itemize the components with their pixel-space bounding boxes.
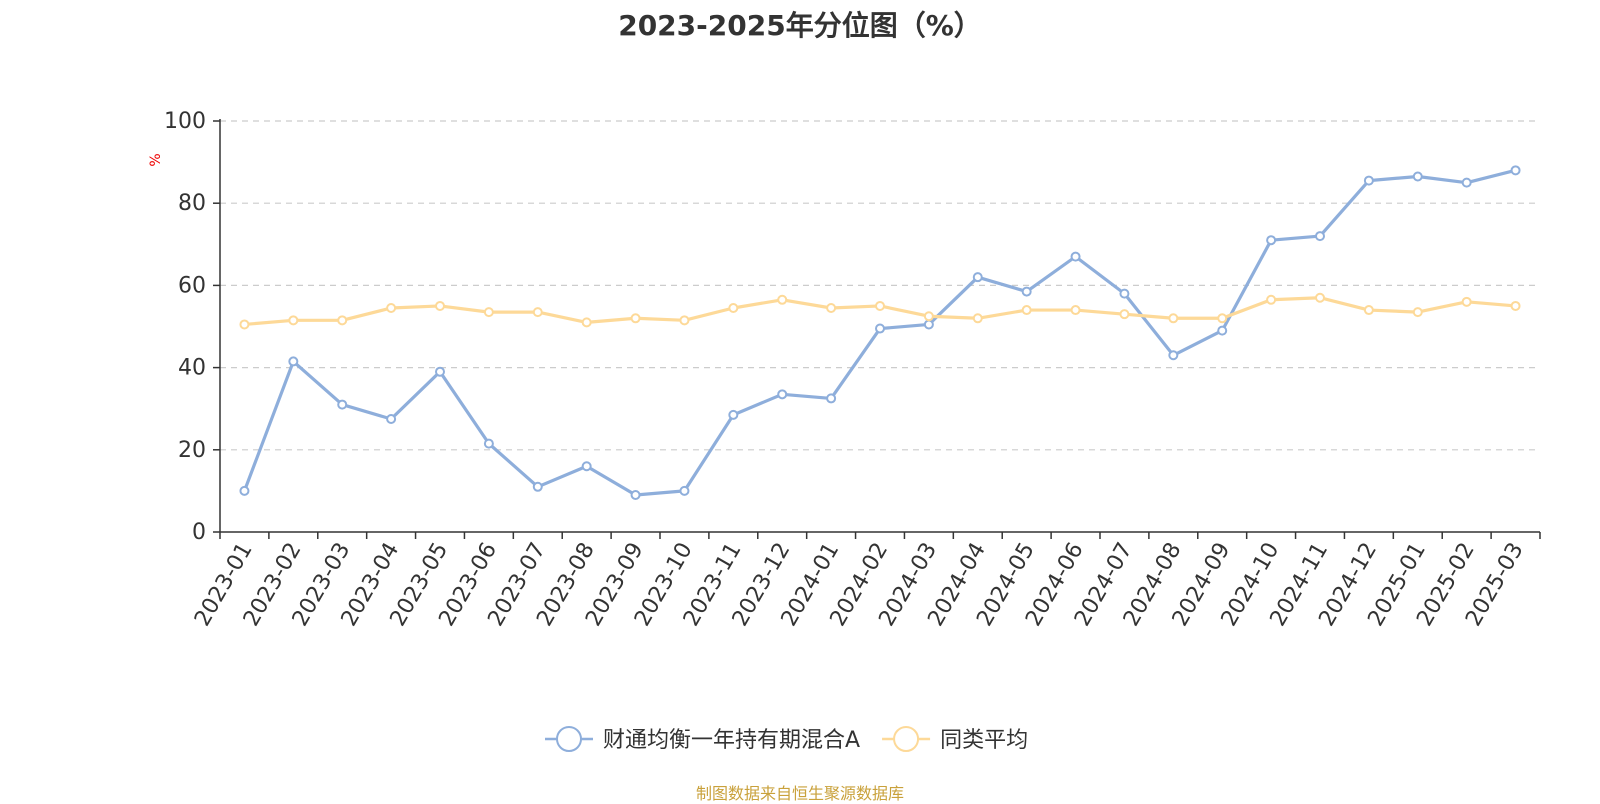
data-point: [875, 323, 885, 334]
data-point: [1168, 313, 1179, 324]
data-point: [239, 485, 250, 496]
data-point: [337, 315, 348, 326]
data-point: [386, 303, 397, 314]
source-note: 制图数据来自恒生聚源数据库: [695, 784, 904, 803]
data-point: [435, 300, 445, 311]
data-point: [288, 356, 299, 367]
y-axis-unit-label: %: [148, 153, 164, 166]
data-point: [581, 317, 592, 328]
legend-marker: [556, 726, 582, 752]
data-point: [1315, 231, 1325, 242]
data-point: [972, 313, 983, 324]
data-point: [923, 311, 934, 322]
data-point: [630, 313, 641, 324]
series-1: [239, 292, 1521, 330]
data-point: [1412, 171, 1423, 182]
data-point: [1021, 305, 1032, 316]
series-layer: [239, 165, 1521, 501]
data-point: [875, 300, 885, 311]
data-point: [777, 294, 788, 305]
data-point: [532, 307, 543, 318]
legend-label: 同类平均: [940, 728, 1028, 753]
data-point: [239, 319, 250, 330]
data-point: [1266, 294, 1277, 305]
data-point: [483, 438, 494, 449]
data-point: [1070, 305, 1081, 316]
legend-item-0: 财通均衡一年持有期混合A: [545, 726, 860, 753]
y-tick-label: 40: [178, 356, 206, 381]
data-point: [630, 490, 641, 501]
data-point: [532, 481, 543, 492]
series-0: [239, 165, 1521, 501]
data-point: [826, 303, 837, 314]
data-point: [972, 272, 983, 283]
data-point: [1119, 288, 1130, 299]
data-point: [1266, 235, 1277, 246]
data-point: [1217, 325, 1228, 336]
data-point: [1168, 350, 1179, 361]
data-point: [1021, 286, 1032, 297]
data-point: [581, 461, 592, 472]
grid-lines: [220, 120, 1540, 451]
legend: 财通均衡一年持有期混合A 同类平均: [545, 726, 1028, 753]
data-point: [337, 399, 348, 410]
data-point: [288, 315, 299, 326]
data-point: [1070, 251, 1081, 262]
data-point: [679, 485, 690, 496]
data-point: [679, 315, 690, 326]
data-point: [923, 319, 934, 330]
data-point: [1461, 177, 1472, 188]
y-tick-label: 20: [178, 438, 206, 463]
data-point: [826, 393, 837, 404]
data-point: [1412, 307, 1423, 318]
data-point: [1363, 305, 1374, 316]
data-point: [1119, 309, 1130, 320]
data-point: [1315, 292, 1325, 303]
chart-title: 2023-2025年分位图（%）: [618, 9, 982, 42]
legend-label: 财通均衡一年持有期混合A: [603, 728, 860, 753]
data-point: [1217, 313, 1228, 324]
data-point: [777, 389, 788, 400]
y-tick-label: 0: [192, 520, 206, 545]
data-point: [1510, 300, 1521, 311]
y-tick-label: 60: [178, 273, 206, 298]
y-tick-label: 80: [178, 191, 206, 216]
legend-marker: [893, 726, 920, 752]
data-point: [728, 303, 739, 314]
y-tick-label: 100: [164, 109, 206, 134]
data-point: [1461, 296, 1472, 307]
data-point: [386, 413, 397, 424]
data-point: [1363, 175, 1374, 186]
data-point: [1510, 165, 1521, 176]
legend-item-1: 同类平均: [882, 726, 1028, 753]
data-point: [435, 366, 445, 377]
data-point: [728, 409, 739, 420]
data-point: [483, 307, 494, 318]
